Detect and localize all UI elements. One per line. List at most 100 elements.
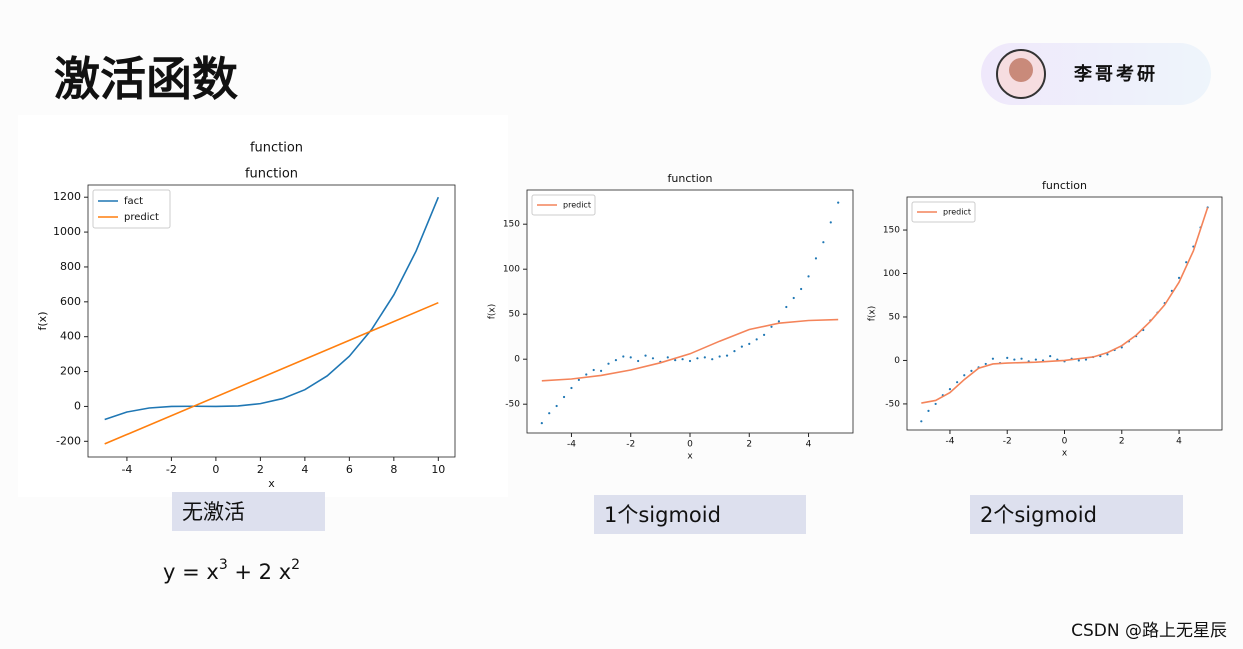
data-point xyxy=(956,381,959,384)
data-point xyxy=(607,362,610,365)
data-point xyxy=(837,201,840,204)
data-point xyxy=(733,350,736,353)
data-point xyxy=(1034,358,1037,361)
x-tick-label: -4 xyxy=(945,437,954,447)
y-tick-label: 1200 xyxy=(53,190,81,203)
x-tick-label: -2 xyxy=(166,463,177,476)
caption-box xyxy=(594,495,806,534)
y-tick-label: 150 xyxy=(883,226,900,236)
chart-title: function xyxy=(1042,179,1087,192)
x-tick-label: 4 xyxy=(301,463,308,476)
data-point xyxy=(785,305,788,309)
y-tick-label: -50 xyxy=(505,400,520,410)
data-point xyxy=(829,221,832,224)
y-tick-label: 200 xyxy=(60,365,81,378)
data-point xyxy=(681,358,684,361)
chart-suptitle: function xyxy=(250,141,303,156)
data-point xyxy=(1049,355,1052,358)
x-axis-label: x xyxy=(687,452,693,462)
y-tick-label: 100 xyxy=(503,265,520,275)
x-tick-label: -2 xyxy=(626,440,635,450)
data-point xyxy=(984,362,987,366)
series-line xyxy=(104,301,439,445)
data-point xyxy=(674,359,677,362)
legend-label: predict xyxy=(124,212,159,223)
data-point xyxy=(622,355,625,358)
plot-frame xyxy=(526,189,854,434)
data-point xyxy=(592,368,595,372)
data-point xyxy=(644,354,647,357)
chart-title: function xyxy=(245,167,298,182)
series-line xyxy=(921,207,1209,404)
y-tick-label: 800 xyxy=(60,260,81,273)
data-point xyxy=(629,356,632,359)
legend-label: predict xyxy=(563,201,591,210)
caption: 1个sigmoid xyxy=(604,503,721,527)
y-tick-label: -200 xyxy=(56,434,81,447)
formula-part: + 2 x xyxy=(228,560,291,584)
data-point xyxy=(562,395,566,399)
y-tick-label: 50 xyxy=(889,312,901,322)
data-point xyxy=(740,345,743,348)
data-point xyxy=(711,358,714,361)
data-point xyxy=(748,342,751,345)
data-point xyxy=(651,357,655,360)
x-tick-label: 0 xyxy=(212,463,219,476)
data-point xyxy=(577,378,580,381)
data-point xyxy=(1084,358,1088,361)
y-tick-label: 600 xyxy=(60,295,81,308)
data-point xyxy=(755,338,758,341)
y-tick-label: 50 xyxy=(509,310,521,320)
avatar-face xyxy=(1009,58,1033,82)
legend-box xyxy=(531,194,596,216)
y-tick-label: 400 xyxy=(60,330,81,343)
y-tick-label: 0 xyxy=(74,399,81,412)
data-point xyxy=(1120,346,1123,349)
data-point xyxy=(991,357,995,360)
series-line xyxy=(541,318,839,382)
y-tick-label: 1000 xyxy=(53,225,81,238)
data-point xyxy=(540,422,543,425)
data-point xyxy=(777,320,781,323)
formula: y = x3 + 2 x2 xyxy=(163,557,300,584)
x-tick-label: 10 xyxy=(431,463,445,476)
data-point xyxy=(934,402,937,406)
plot-frame xyxy=(906,196,1223,431)
data-point xyxy=(963,374,966,377)
data-point xyxy=(1106,353,1109,356)
formula-exponent: 2 xyxy=(291,557,300,573)
x-tick-label: -4 xyxy=(121,463,132,476)
x-tick-label: -2 xyxy=(1003,437,1012,447)
data-point xyxy=(666,356,669,359)
watermark: CSDN @路上无星辰 xyxy=(1071,621,1227,641)
data-point xyxy=(570,386,573,390)
series-line xyxy=(104,196,440,421)
y-tick-label: 0 xyxy=(514,355,520,365)
caption-box xyxy=(172,492,325,531)
data-point xyxy=(800,287,803,291)
x-tick-label: 8 xyxy=(390,463,397,476)
author-name: 李哥考研 xyxy=(1073,63,1158,85)
data-point xyxy=(948,388,952,391)
y-tick-label: -50 xyxy=(885,399,900,409)
x-tick-label: 2 xyxy=(257,463,264,476)
x-tick-label: 4 xyxy=(806,440,812,450)
data-point xyxy=(703,356,706,359)
x-tick-label: 4 xyxy=(1176,437,1182,447)
data-point xyxy=(1077,359,1080,362)
plot-frame xyxy=(87,184,456,458)
data-point xyxy=(725,354,729,357)
data-point xyxy=(696,357,699,360)
x-axis-label: x xyxy=(1062,449,1068,459)
data-point xyxy=(688,359,692,363)
x-tick-label: 0 xyxy=(687,440,693,450)
legend-box xyxy=(911,201,976,223)
data-point xyxy=(555,404,558,408)
data-point xyxy=(1006,356,1009,359)
x-tick-label: 0 xyxy=(1062,437,1068,447)
caption: 无激活 xyxy=(182,500,245,524)
data-point xyxy=(548,412,551,415)
data-point xyxy=(762,333,766,336)
